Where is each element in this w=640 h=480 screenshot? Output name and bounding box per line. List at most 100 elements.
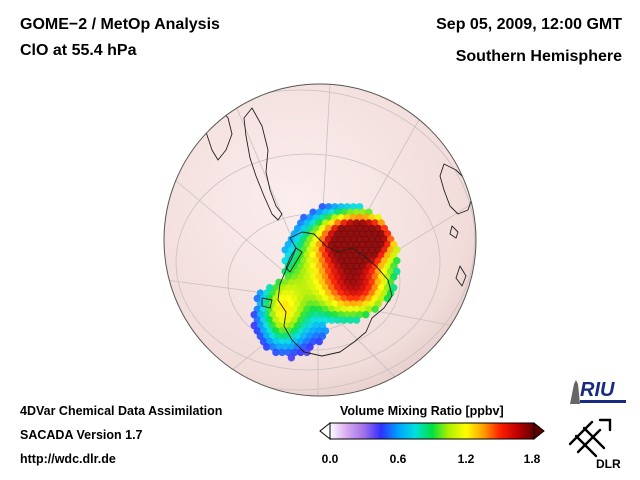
colorbar-min-arrow <box>319 421 331 441</box>
colorbar-tick: 1.8 <box>523 452 541 466</box>
clo-cell <box>312 311 320 319</box>
clo-cell <box>297 273 305 281</box>
clo-cell <box>315 294 323 303</box>
clo-cell <box>337 278 345 286</box>
clo-cell <box>303 284 311 292</box>
clo-cell <box>321 262 330 270</box>
clo-cell <box>269 343 277 351</box>
clo-cell <box>334 294 342 303</box>
clo-cell <box>262 343 271 351</box>
clo-cell <box>352 219 361 227</box>
clo-cell <box>340 294 348 303</box>
clo-cell <box>281 332 289 340</box>
clo-cell <box>355 278 364 286</box>
clo-cell <box>349 267 358 276</box>
clo-cell <box>281 278 289 286</box>
clo-cell <box>377 262 385 270</box>
clo-cell <box>262 311 271 319</box>
clo-cell <box>352 251 361 259</box>
clo-cell <box>334 251 342 259</box>
clo-cell <box>377 251 385 259</box>
clo-cell <box>324 203 333 211</box>
clo-cell <box>368 213 376 222</box>
clo-cell <box>334 262 342 270</box>
clo-cell <box>315 273 323 281</box>
clo-cell <box>328 262 336 270</box>
clo-cell <box>318 267 327 276</box>
colorbar-tick: 0.0 <box>321 452 339 466</box>
clo-cell <box>337 267 345 276</box>
clo-cell <box>383 240 392 249</box>
clo-cell <box>312 289 320 297</box>
clo-cell <box>303 294 311 303</box>
clo-cell <box>256 332 265 340</box>
clo-cell <box>318 246 327 254</box>
clo-cell <box>315 240 323 249</box>
clo-cell <box>321 316 330 324</box>
clo-cell <box>312 213 320 222</box>
clo-cell <box>359 284 367 292</box>
clo-cell <box>371 251 379 259</box>
clo-cell <box>315 284 323 292</box>
clo-cell <box>340 262 348 270</box>
clo-cell <box>355 213 364 222</box>
clo-cell <box>250 311 258 319</box>
clo-cell <box>321 305 330 313</box>
species-level-label: ClO at 55.4 hPa <box>20 42 137 59</box>
clo-cell <box>303 230 311 238</box>
clo-cell <box>346 230 354 238</box>
clo-cell <box>306 224 314 233</box>
clo-cell <box>343 203 351 211</box>
clo-cell <box>331 257 339 265</box>
clo-cell <box>340 284 348 292</box>
clo-cell <box>297 284 305 292</box>
clo-cell <box>343 278 351 286</box>
clo-cell <box>346 208 354 216</box>
clo-cell <box>315 337 323 346</box>
clo-cell <box>343 267 351 276</box>
clo-cell <box>262 332 271 340</box>
clo-cell <box>380 246 389 254</box>
datetime-label: Sep 05, 2009, 12:00 GMT <box>436 16 622 33</box>
clo-cell <box>303 305 311 313</box>
clo-cell <box>331 213 339 222</box>
clo-cell <box>303 273 311 281</box>
clo-cell <box>275 311 283 319</box>
clo-cell <box>318 257 327 265</box>
clo-cell <box>321 219 330 227</box>
clo-cell <box>312 300 320 308</box>
clo-cell <box>331 311 339 319</box>
clo-cell <box>262 321 271 330</box>
clo-cell <box>284 273 292 281</box>
clo-cell <box>362 246 370 254</box>
clo-cell <box>253 294 261 303</box>
clo-cell <box>315 305 323 313</box>
clo-cell <box>293 289 302 297</box>
clo-cell <box>303 262 311 270</box>
clo-cell <box>346 284 354 292</box>
clo-cell <box>331 267 339 276</box>
clo-cell <box>300 213 308 222</box>
clo-cell <box>297 240 305 249</box>
clo-cell <box>309 240 317 249</box>
clo-cell <box>321 273 330 281</box>
clo-cell <box>328 230 336 238</box>
clo-cell <box>349 257 358 265</box>
clo-cell <box>340 208 348 216</box>
clo-cell <box>293 267 302 276</box>
clo-cell <box>318 213 327 222</box>
clo-cell <box>383 273 392 281</box>
clo-cell <box>312 257 320 265</box>
clo-cell <box>374 278 382 286</box>
clo-cell <box>256 321 265 330</box>
clo-cell <box>300 278 308 286</box>
clo-cell <box>328 240 336 249</box>
clo-cell <box>362 213 370 222</box>
clo-cell <box>343 257 351 265</box>
clo-cell <box>362 289 370 297</box>
clo-cell <box>306 257 314 265</box>
clo-cell <box>297 305 305 313</box>
clo-cell <box>315 262 323 270</box>
clo-cell <box>256 311 265 319</box>
clo-cell <box>328 284 336 292</box>
